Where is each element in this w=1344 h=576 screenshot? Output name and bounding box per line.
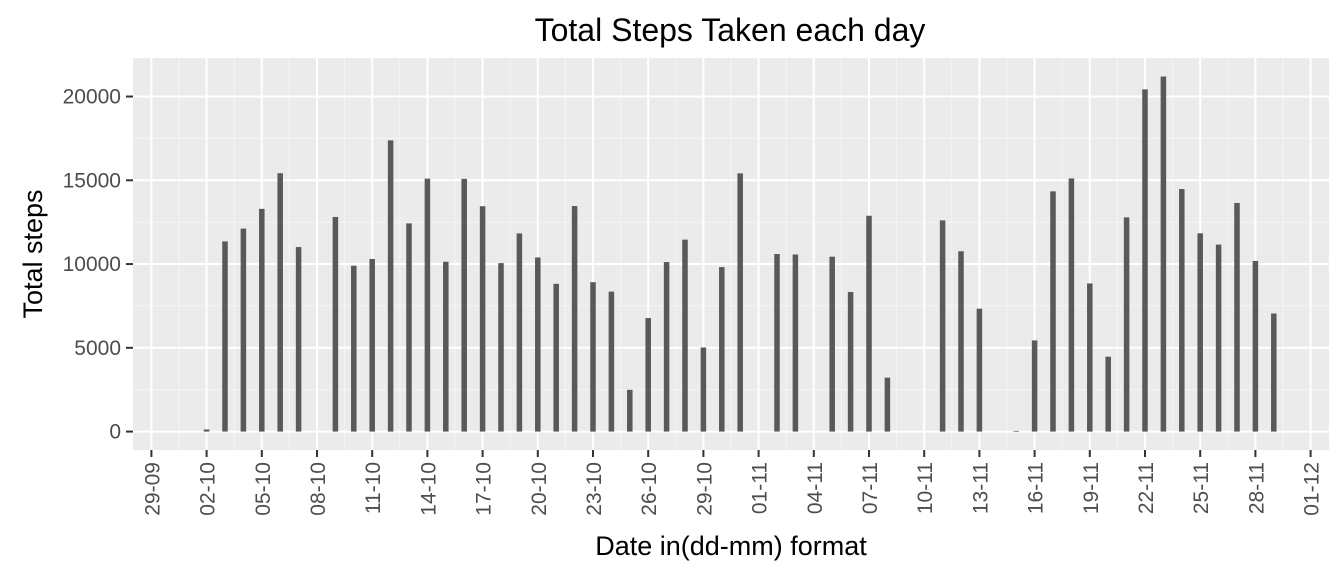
x-tick-label: 28-11 <box>1245 462 1268 514</box>
bar <box>1050 191 1056 432</box>
bar <box>203 429 210 432</box>
bar <box>1234 202 1240 432</box>
bar <box>240 228 247 432</box>
bar <box>939 220 946 432</box>
bar <box>1013 430 1019 432</box>
x-tick-label: 29-10 <box>693 462 716 516</box>
bar <box>443 261 449 432</box>
bar <box>1123 217 1130 432</box>
bar <box>774 254 780 432</box>
x-tick-label: 05-10 <box>252 462 275 516</box>
bar <box>1179 189 1185 432</box>
bar <box>719 267 725 432</box>
bar <box>351 265 357 432</box>
bar <box>424 178 431 432</box>
x-tick-label: 16-11 <box>1025 462 1048 514</box>
x-tick-label: 19-11 <box>1080 462 1103 514</box>
chart-title: Total Steps Taken each day <box>535 12 926 48</box>
bar <box>277 173 283 432</box>
x-tick-label: 01-11 <box>749 462 772 514</box>
bar <box>884 377 891 432</box>
bar <box>682 239 688 432</box>
x-tick-label: 04-11 <box>804 462 827 514</box>
bar <box>461 178 467 432</box>
y-tick-label: 5000 <box>74 337 121 360</box>
x-axis-title: Date in(dd-mm) format <box>595 531 867 561</box>
bar <box>535 257 541 432</box>
bar <box>332 216 339 432</box>
bar <box>866 215 872 432</box>
bar <box>1197 233 1203 432</box>
bar <box>369 258 375 432</box>
x-tick-label: 29-09 <box>141 462 164 516</box>
x-tick-label: 22-11 <box>1135 462 1158 514</box>
x-tick-label: 20-10 <box>528 462 551 516</box>
bar <box>590 282 596 432</box>
y-axis-title: Total steps <box>18 189 48 318</box>
x-tick-label: 14-10 <box>417 462 440 516</box>
x-tick-label: 11-10 <box>362 462 385 514</box>
bar <box>406 223 412 432</box>
bar <box>1252 260 1259 432</box>
x-tick-label: 25-11 <box>1190 462 1213 514</box>
x-axis: 29-09 02-10 05-10 08-10 11-10 14-10 17-10 20-10… <box>141 450 1324 516</box>
bar <box>222 241 228 432</box>
bar <box>1031 340 1038 432</box>
bar <box>663 262 670 432</box>
bar <box>516 233 523 432</box>
bar <box>976 308 983 432</box>
x-tick-label: 13-11 <box>969 462 992 514</box>
bar <box>387 140 394 432</box>
x-tick-label: 26-10 <box>638 462 661 516</box>
bar <box>1215 244 1222 432</box>
minor-gridlines <box>133 58 1329 450</box>
bar <box>1142 89 1148 432</box>
bar <box>259 208 265 432</box>
bar <box>792 254 799 432</box>
bar <box>608 291 615 432</box>
bar <box>958 251 964 432</box>
bar <box>1068 178 1075 432</box>
x-tick-label: 08-10 <box>307 462 330 516</box>
bar <box>1160 76 1167 432</box>
y-tick-label: 20000 <box>63 86 121 109</box>
x-tick-label: 10-11 <box>914 462 937 514</box>
y-axis: 0 5000 10000 15000 20000 <box>63 86 133 444</box>
bar <box>498 263 504 432</box>
y-tick-label: 10000 <box>63 253 121 276</box>
bar <box>847 291 854 432</box>
bar <box>737 173 743 432</box>
bar <box>627 389 633 432</box>
y-tick-label: 0 <box>109 421 121 444</box>
bar <box>295 247 302 432</box>
bar <box>479 206 486 432</box>
x-tick-label: 01-12 <box>1301 462 1324 516</box>
x-tick-label: 02-10 <box>197 462 220 516</box>
x-tick-label: 23-10 <box>583 462 606 516</box>
bar <box>645 318 651 432</box>
x-tick-label: 07-11 <box>859 462 882 514</box>
y-tick-label: 15000 <box>63 169 121 192</box>
bars <box>203 76 1277 432</box>
bar <box>1105 356 1111 432</box>
bar <box>829 256 835 432</box>
bar <box>1271 313 1277 432</box>
x-tick-label: 17-10 <box>473 462 496 516</box>
bar <box>553 283 559 432</box>
bar <box>1087 283 1093 432</box>
bar <box>700 347 707 432</box>
bar <box>571 206 578 432</box>
